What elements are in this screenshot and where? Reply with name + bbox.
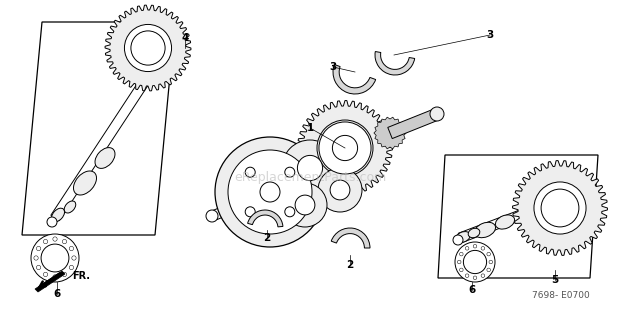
Circle shape: [43, 272, 48, 277]
Text: 6: 6: [468, 285, 476, 295]
Circle shape: [47, 217, 57, 227]
Wedge shape: [331, 228, 370, 248]
Polygon shape: [22, 22, 175, 235]
Polygon shape: [438, 155, 598, 278]
Circle shape: [228, 150, 312, 234]
Polygon shape: [306, 140, 350, 176]
Circle shape: [330, 180, 350, 200]
Circle shape: [295, 195, 315, 215]
Wedge shape: [247, 210, 283, 227]
Circle shape: [34, 256, 38, 260]
Polygon shape: [35, 271, 65, 292]
Circle shape: [534, 182, 586, 234]
Circle shape: [318, 168, 362, 212]
Circle shape: [489, 260, 493, 264]
Circle shape: [245, 167, 255, 177]
Polygon shape: [513, 161, 608, 255]
Circle shape: [131, 31, 165, 65]
Circle shape: [319, 122, 371, 174]
Text: 5: 5: [551, 275, 559, 285]
Circle shape: [463, 250, 487, 274]
Text: 7698- E0700: 7698- E0700: [532, 291, 590, 300]
Circle shape: [260, 182, 280, 202]
Circle shape: [453, 235, 463, 245]
Circle shape: [459, 252, 463, 256]
Circle shape: [43, 239, 48, 244]
Text: FR.: FR.: [72, 271, 90, 281]
Text: 3: 3: [329, 62, 337, 72]
Circle shape: [455, 242, 495, 282]
Circle shape: [285, 167, 294, 177]
Circle shape: [125, 24, 172, 72]
Wedge shape: [375, 51, 415, 75]
Ellipse shape: [468, 228, 480, 238]
Polygon shape: [51, 55, 164, 221]
Circle shape: [53, 237, 57, 241]
Circle shape: [37, 265, 41, 270]
Text: 3: 3: [486, 30, 494, 40]
Circle shape: [481, 246, 485, 250]
Text: eReplacementParts.com: eReplacementParts.com: [234, 171, 386, 184]
Polygon shape: [105, 5, 191, 91]
Circle shape: [63, 239, 66, 244]
Ellipse shape: [456, 232, 470, 242]
Circle shape: [63, 272, 66, 277]
Text: 2: 2: [264, 233, 270, 243]
Text: 6: 6: [53, 289, 61, 299]
Polygon shape: [374, 117, 406, 149]
Circle shape: [53, 275, 57, 279]
Circle shape: [473, 244, 477, 248]
Polygon shape: [302, 183, 343, 212]
Circle shape: [459, 268, 463, 272]
Circle shape: [473, 276, 477, 280]
Circle shape: [332, 135, 358, 161]
Polygon shape: [298, 100, 392, 196]
Ellipse shape: [95, 148, 115, 168]
Ellipse shape: [51, 208, 64, 222]
Circle shape: [317, 120, 373, 176]
Ellipse shape: [64, 201, 76, 213]
Polygon shape: [264, 159, 316, 202]
Circle shape: [215, 137, 325, 247]
Text: 4: 4: [181, 33, 188, 43]
Circle shape: [458, 260, 461, 264]
Polygon shape: [388, 109, 437, 139]
Circle shape: [430, 107, 444, 121]
Circle shape: [285, 207, 294, 217]
Ellipse shape: [74, 171, 97, 195]
Ellipse shape: [495, 215, 515, 229]
Circle shape: [69, 265, 74, 270]
Circle shape: [487, 268, 490, 272]
Polygon shape: [458, 195, 562, 243]
Polygon shape: [296, 167, 319, 206]
Text: 1: 1: [306, 123, 314, 133]
Circle shape: [541, 189, 579, 227]
Circle shape: [465, 246, 469, 250]
Circle shape: [41, 244, 69, 272]
Circle shape: [31, 234, 79, 282]
Circle shape: [72, 256, 76, 260]
Ellipse shape: [474, 222, 495, 238]
Circle shape: [298, 155, 322, 181]
Circle shape: [245, 207, 255, 217]
Text: 2: 2: [347, 260, 353, 270]
Circle shape: [481, 274, 485, 277]
Polygon shape: [213, 187, 272, 219]
Circle shape: [282, 140, 338, 196]
Circle shape: [37, 246, 41, 251]
Circle shape: [69, 246, 74, 251]
Wedge shape: [333, 64, 376, 94]
Circle shape: [487, 252, 490, 256]
Circle shape: [465, 274, 469, 277]
Circle shape: [283, 183, 327, 227]
Circle shape: [206, 210, 218, 222]
